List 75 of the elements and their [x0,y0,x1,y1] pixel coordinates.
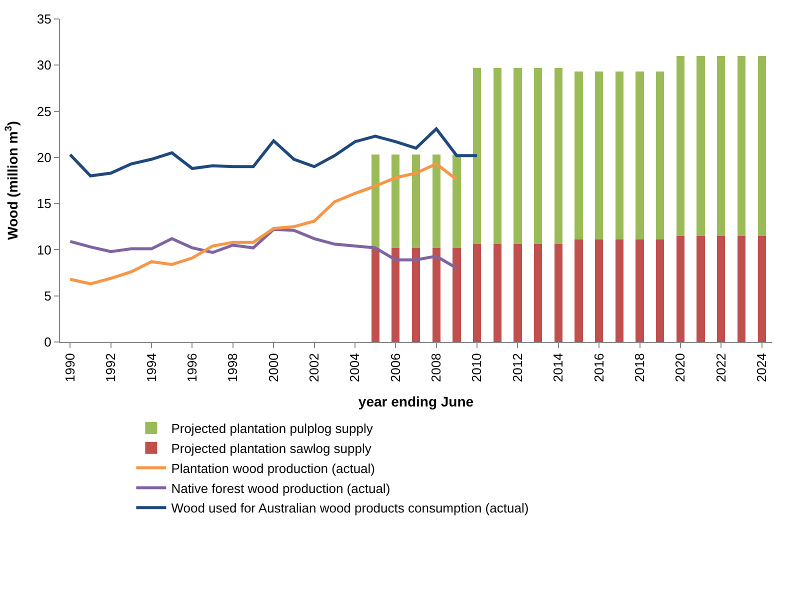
y-tick-label: 5 [44,288,52,304]
x-tick-label: 2010 [469,353,484,382]
bar [758,56,766,236]
bar [392,154,400,248]
bar [737,56,746,236]
bar [615,72,624,240]
line-series [68,162,458,286]
y-tick-label: 10 [36,242,52,258]
bar [472,68,482,244]
bar [472,244,482,342]
x-tick-label: 2000 [266,353,281,382]
bar [432,248,440,342]
bar [656,72,664,240]
bar [615,240,624,342]
y-tick-label: 20 [36,150,52,165]
legend-label: Native forest wood production (actual) [171,480,390,496]
bar [636,72,644,240]
y-tick-label: 35 [36,12,52,27]
x-tick-label: 1990 [62,353,78,382]
bar [595,72,604,240]
bar [554,68,562,244]
y-tick-label: 25 [36,104,52,119]
bar [758,236,766,342]
bar [514,244,522,342]
x-tick-label: 1996 [184,353,200,382]
x-tick-label: 2020 [672,353,688,382]
bar [737,236,746,342]
bar [696,236,705,342]
y-tick-label: 0 [44,334,52,350]
x-tick-label: 1994 [144,353,159,382]
x-tick-label: 2002 [306,353,322,382]
bar [574,240,583,342]
bar [452,154,461,248]
bar [534,68,542,244]
x-tick-label: 2004 [347,353,362,382]
x-axis-title: year ending June [358,393,474,410]
x-tick-label: 2022 [713,353,728,382]
x-tick-label: 1998 [225,353,240,382]
bar [595,240,604,342]
bar [412,248,420,342]
bar [392,248,400,342]
bar [676,56,685,236]
x-tick-label: 2006 [388,353,403,382]
bar [656,240,664,342]
bar [412,154,420,248]
bar [636,240,644,342]
bar [452,248,461,342]
bar [514,68,522,244]
legend-label: Projected plantation pulplog supply [171,421,374,436]
legend-label: Wood used for Australian wood products consumption (actual) [171,500,529,516]
y-tick-label: 15 [36,196,52,212]
bar [493,244,502,342]
x-tick-label: 2012 [510,353,525,382]
x-tick-label: 2014 [550,353,566,382]
x-tick-label: 2018 [632,353,647,382]
bar [432,154,440,248]
legend-label: Plantation wood production (actual) [171,460,375,476]
line-series [68,127,479,178]
x-tick-label: 2016 [591,353,606,382]
bar [717,56,726,236]
bar [554,244,562,342]
bar [493,68,502,244]
x-tick-label: 2008 [428,353,444,382]
bar [574,72,583,240]
line-series [68,228,458,270]
bar [696,56,705,236]
x-tick-label: 2024 [754,353,770,382]
bar [717,236,726,342]
bar [676,236,685,342]
x-tick-label: 1992 [103,353,118,382]
y-tick-label: 30 [36,58,52,73]
bar [371,154,380,248]
bar [371,248,380,342]
bar [534,244,542,342]
legend-label: Projected plantation sawlog supply [171,440,372,456]
